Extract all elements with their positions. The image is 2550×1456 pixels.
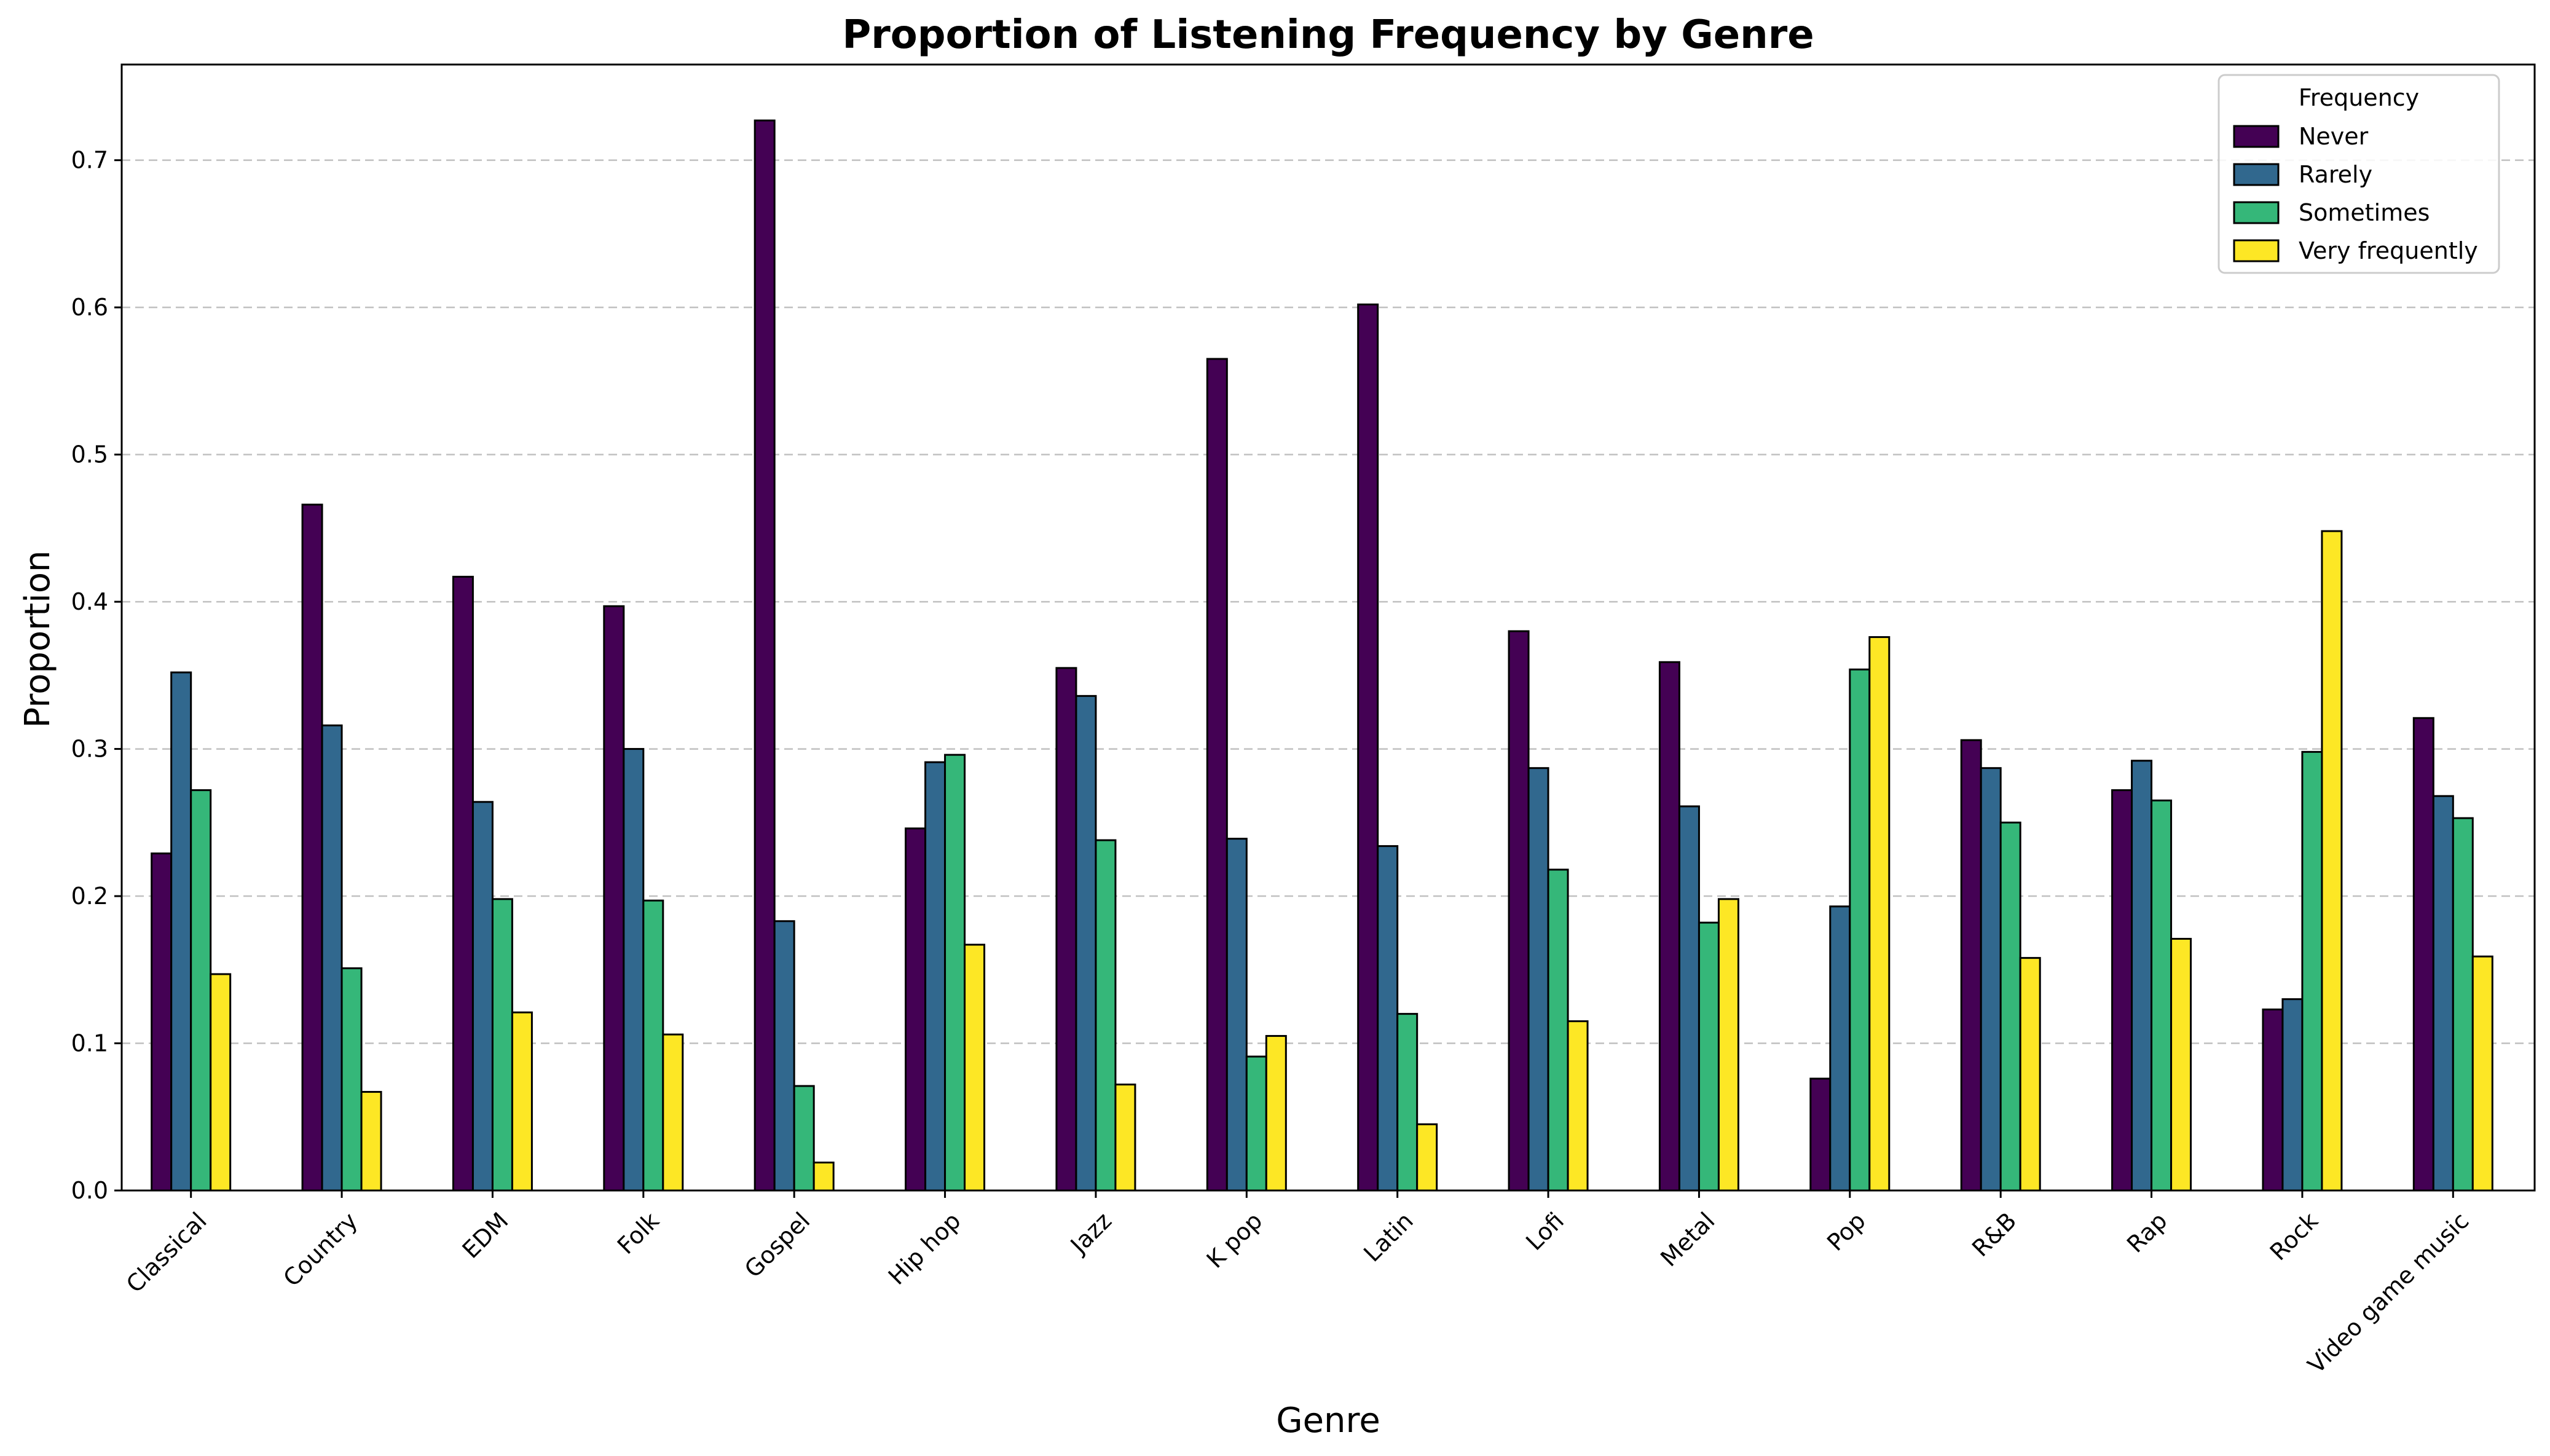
y-tick-label: 0.1	[71, 1030, 108, 1057]
y-tick-label: 0.2	[71, 883, 108, 910]
legend-entry-label: Sometimes	[2299, 199, 2430, 226]
bar	[2019, 957, 2041, 1192]
bar	[2321, 530, 2343, 1192]
bar	[964, 943, 986, 1192]
bar	[905, 827, 927, 1192]
bar	[623, 748, 645, 1192]
bar	[793, 1085, 815, 1192]
bar	[2432, 795, 2454, 1192]
bar	[471, 801, 494, 1192]
bar	[1960, 739, 1982, 1192]
bar	[1265, 1035, 1287, 1192]
bar	[1357, 303, 1379, 1192]
bar	[2131, 760, 2153, 1192]
bar	[1075, 695, 1097, 1192]
bar	[2111, 789, 2133, 1192]
bar	[301, 503, 323, 1192]
bar	[511, 1011, 533, 1192]
bar	[1396, 1013, 1419, 1192]
bar	[1999, 821, 2021, 1192]
bars	[151, 119, 2493, 1192]
bar	[754, 119, 776, 1192]
bar	[360, 1091, 382, 1192]
bar	[1698, 921, 1720, 1192]
bar	[2301, 750, 2323, 1192]
bar	[321, 724, 343, 1192]
bar	[642, 899, 664, 1192]
bar	[1206, 358, 1228, 1192]
bar	[1547, 868, 1569, 1192]
bar	[1245, 1055, 1267, 1192]
bar	[452, 575, 474, 1192]
bar	[1678, 805, 1700, 1192]
bar	[813, 1161, 835, 1192]
bar	[2151, 799, 2173, 1192]
bar	[1416, 1123, 1438, 1192]
bar	[1095, 839, 1117, 1192]
y-tick-label: 0.4	[71, 588, 108, 615]
bar	[1114, 1084, 1136, 1192]
bar	[151, 852, 173, 1192]
bar	[944, 754, 966, 1192]
bar	[2452, 817, 2474, 1192]
bar	[2262, 1008, 2284, 1192]
bar	[1868, 636, 1891, 1192]
legend-items: Never Rarely Sometimes Very frequently	[2233, 123, 2478, 264]
y-tick-label: 0.5	[71, 441, 108, 468]
bar	[1508, 630, 1530, 1192]
y-tick-label: 0.6	[71, 294, 108, 321]
bar	[2170, 937, 2192, 1192]
legend-swatch	[2233, 125, 2280, 148]
bar	[2471, 955, 2493, 1192]
plot-frame	[120, 63, 2536, 1192]
bar	[1717, 898, 1739, 1192]
legend-title: Frequency	[2299, 84, 2419, 111]
bar	[1226, 838, 1248, 1192]
bar	[924, 761, 946, 1192]
bar	[1849, 668, 1871, 1192]
bar	[1567, 1020, 1589, 1192]
y-tick-label: 0.3	[71, 736, 108, 763]
bar	[170, 671, 192, 1192]
bar	[210, 973, 232, 1192]
y-tick-label: 0.7	[71, 147, 108, 174]
chart-title: Proportion of Listening Frequency by Gen…	[842, 12, 1814, 58]
legend-swatch	[2233, 201, 2280, 224]
legend-swatch	[2233, 239, 2280, 262]
legend-swatch	[2233, 163, 2280, 186]
bar	[1809, 1077, 1832, 1192]
bar	[1377, 845, 1399, 1192]
bar	[340, 967, 363, 1192]
grid-lines	[122, 159, 2535, 1044]
bar	[190, 789, 212, 1192]
bar	[662, 1033, 684, 1192]
bar	[1980, 767, 2002, 1192]
y-tick-label: 0.0	[71, 1177, 108, 1204]
bar	[1527, 767, 1549, 1192]
legend-box	[2217, 74, 2500, 274]
bar	[2281, 998, 2304, 1192]
bar	[2412, 717, 2434, 1192]
legend: Frequency Never Rarely Sometimes Very frequ…	[2217, 74, 2500, 274]
bar	[1658, 661, 1680, 1192]
bar	[491, 898, 513, 1192]
bar	[773, 920, 795, 1192]
x-axis-label: Genre	[1276, 1401, 1380, 1441]
legend-entry-label: Rarely	[2299, 161, 2372, 188]
bar	[1829, 905, 1851, 1192]
legend-entry-label: Never	[2299, 123, 2369, 150]
legend-entry-label: Very frequently	[2299, 237, 2478, 264]
bar	[603, 605, 625, 1192]
bar	[1055, 667, 1077, 1192]
y-axis-label: Proportion	[18, 551, 58, 728]
